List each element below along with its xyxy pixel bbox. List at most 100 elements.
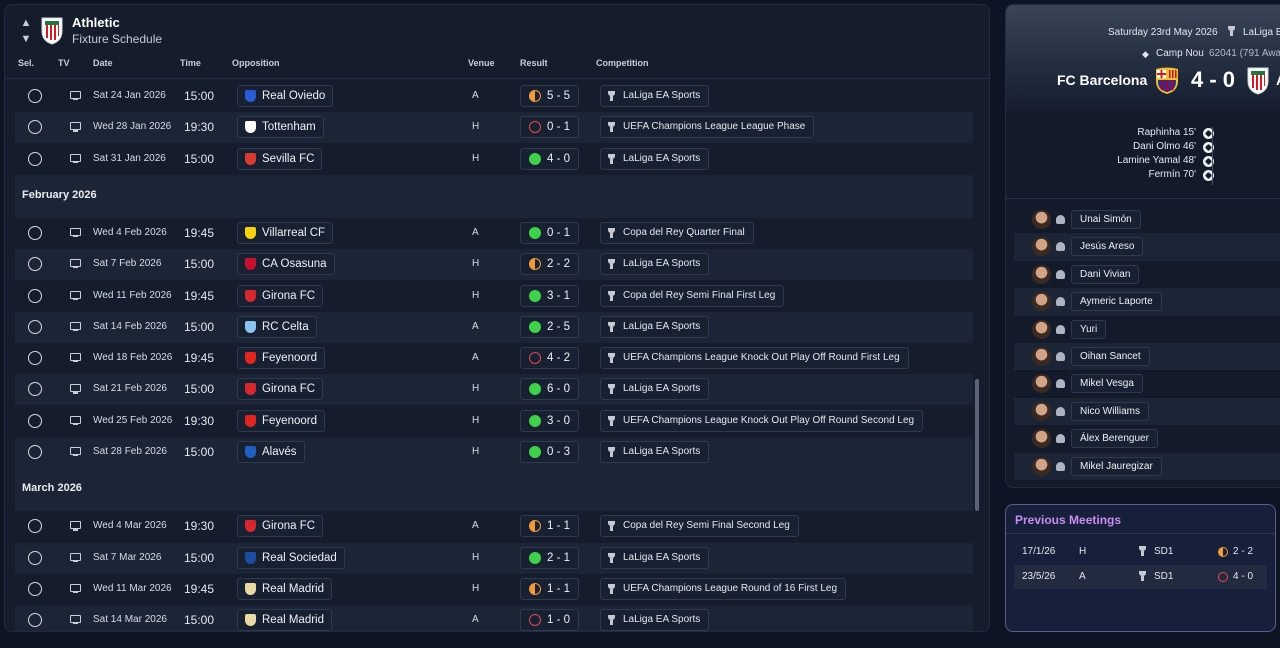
opposition-button[interactable]: Sevilla FC [237,147,323,170]
competition-button[interactable]: LaLiga EA Sports [600,441,710,463]
fixture-row[interactable]: Wed 18 Feb 2026 19:45 Feyenoord A 4 - 2 UEFA … [15,343,973,374]
result-button[interactable]: 1 - 0 [520,609,580,631]
player-row[interactable]: Mikel Jauregizar [1014,452,1280,480]
competition-button[interactable]: UEFA Champions League Knock Out Play Off… [600,409,924,432]
select-radio[interactable] [28,319,42,334]
player-name-button[interactable]: Unai Simón [1071,210,1141,229]
select-radio[interactable] [28,351,42,366]
tv-icon[interactable] [70,321,81,332]
opposition-button[interactable]: Real Oviedo [237,85,334,107]
select-radio[interactable] [28,382,42,397]
result-button[interactable]: 5 - 5 [520,85,580,107]
competition-button[interactable]: LaLiga EA Sports [600,147,710,170]
goal-scorer[interactable]: Lamine Yamal 48' [1096,155,1216,169]
goal-scorer[interactable]: Fermín 70' [1096,169,1216,183]
opposition-button[interactable]: Real Sociedad [237,546,345,569]
player-name-button[interactable]: Yuri [1071,319,1107,339]
col-competition[interactable]: Competition [596,58,649,68]
col-result[interactable]: Result [520,58,548,68]
tv-icon[interactable] [70,583,81,594]
competition-button[interactable]: Copa del Rey Quarter Final [600,221,754,244]
chevron-down-icon[interactable]: ▼ [20,33,32,45]
player-row[interactable]: Aymeric Laporte [1014,288,1280,316]
player-name-button[interactable]: Nico Williams [1071,401,1149,421]
tv-icon[interactable] [70,259,81,269]
player-name-button[interactable]: Álex Berenguer [1071,429,1158,449]
tv-icon[interactable] [70,290,81,300]
col-opposition[interactable]: Opposition [232,58,280,68]
player-row[interactable]: Dani Vivian [1014,261,1280,288]
select-radio[interactable] [28,89,42,103]
fixture-row[interactable]: Wed 4 Mar 2026 19:30 Girona FC A 1 - 1 Copa d… [15,511,973,542]
player-row[interactable]: Mikel Vesga [1014,370,1280,397]
result-button[interactable]: 3 - 1 [520,284,580,307]
competition-button[interactable]: UEFA Champions League Round of 16 First … [600,577,847,600]
home-team-name[interactable]: FC Barcelona [1057,72,1148,88]
player-name-button[interactable]: Mikel Jauregizar [1071,456,1162,476]
player-name-button[interactable]: Dani Vivian [1071,264,1140,284]
player-row[interactable]: Unai Simón [1014,206,1280,233]
competition-button[interactable]: Copa del Rey Semi Final Second Leg [600,515,799,538]
fixture-row[interactable]: Sat 31 Jan 2026 15:00 Sevilla FC H 4 - 0 LaLi… [15,144,973,175]
opposition-button[interactable]: Feyenoord [237,347,325,370]
result-button[interactable]: 3 - 0 [520,409,580,432]
opposition-button[interactable]: Girona FC [237,378,324,401]
select-radio[interactable] [28,120,42,135]
result-button[interactable]: 0 - 1 [520,116,580,139]
competition-button[interactable]: UEFA Champions League League Phase [600,116,815,139]
opposition-button[interactable]: Girona FC [237,515,324,538]
match-competition[interactable]: LaLiga E [1243,27,1280,38]
competition-button[interactable]: UEFA Champions League Knock Out Play Off… [600,347,909,370]
select-radio[interactable] [28,613,42,628]
result-button[interactable]: 6 - 0 [520,378,580,401]
tv-icon[interactable] [70,353,81,363]
player-row[interactable]: Álex Berenguer [1014,425,1280,452]
goal-scorer[interactable]: Raphinha 15' [1096,127,1216,141]
previous-meeting-row[interactable]: 17/1/26 H SD1 2 - 2 [1014,540,1267,564]
fixture-row[interactable]: Wed 4 Feb 2026 19:45 Villarreal CF A 0 - 1 Co… [15,218,973,249]
result-button[interactable]: 4 - 2 [520,347,580,370]
competition-button[interactable]: LaLiga EA Sports [600,378,710,401]
select-radio[interactable] [28,519,42,534]
opposition-button[interactable]: Feyenoord [237,409,325,432]
competition-button[interactable]: LaLiga EA Sports [600,85,710,107]
match-venue[interactable]: Camp Nou [1156,48,1204,59]
select-radio[interactable] [28,413,42,428]
player-row[interactable]: Yuri [1014,316,1280,343]
player-name-button[interactable]: Oihan Sancet [1071,346,1150,366]
tv-icon[interactable] [70,384,81,394]
chevron-up-icon[interactable]: ▲ [20,17,32,29]
result-button[interactable]: 2 - 1 [520,546,580,569]
opposition-button[interactable]: Alavés [237,441,305,463]
result-button[interactable]: 1 - 1 [520,515,580,538]
fixture-row[interactable]: Sat 21 Feb 2026 15:00 Girona FC H 6 - 0 LaLig… [15,374,973,406]
player-row[interactable]: Oihan Sancet [1014,342,1280,371]
tv-icon[interactable] [70,552,81,562]
fixture-row[interactable]: Sat 7 Mar 2026 15:00 Real Sociedad H 2 - 1 La… [15,542,973,574]
tv-icon[interactable] [70,227,81,238]
opposition-button[interactable]: Girona FC [237,284,324,307]
result-button[interactable]: 0 - 1 [520,221,580,244]
competition-button[interactable]: Copa del Rey Semi Final First Leg [600,284,785,307]
fixture-row[interactable]: Wed 11 Feb 2026 19:45 Girona FC H 3 - 1 Copa … [15,281,973,312]
tv-icon[interactable] [70,153,81,163]
tv-icon[interactable] [70,415,81,425]
fixture-row[interactable]: Sat 28 Feb 2026 15:00 Alavés H 0 - 3 LaLiga E… [15,437,973,468]
goal-scorer[interactable]: Dani Olmo 46' [1096,141,1216,155]
opposition-button[interactable]: Villarreal CF [237,221,334,244]
fixture-row[interactable]: Sat 14 Mar 2026 15:00 Real Madrid A 1 - 0 LaL… [15,605,973,631]
select-radio[interactable] [28,445,42,459]
tv-icon[interactable] [70,521,81,531]
select-radio[interactable] [28,581,42,596]
col-date[interactable]: Date [93,58,113,68]
competition-button[interactable]: LaLiga EA Sports [600,253,710,276]
competition-button[interactable]: LaLiga EA Sports [600,315,710,338]
opposition-button[interactable]: RC Celta [237,315,317,338]
fixture-row[interactable]: Sat 7 Feb 2026 15:00 CA Osasuna H 2 - 2 LaLig… [15,249,973,281]
player-name-button[interactable]: Jesús Areso [1071,237,1144,257]
player-name-button[interactable]: Mikel Vesga [1071,374,1143,394]
opposition-button[interactable]: CA Osasuna [237,253,335,276]
fixture-row[interactable]: Sat 24 Jan 2026 15:00 Real Oviedo A 5 - 5 LaL… [15,81,973,112]
result-button[interactable]: 1 - 1 [520,577,580,600]
col-tv[interactable]: TV [58,58,70,68]
